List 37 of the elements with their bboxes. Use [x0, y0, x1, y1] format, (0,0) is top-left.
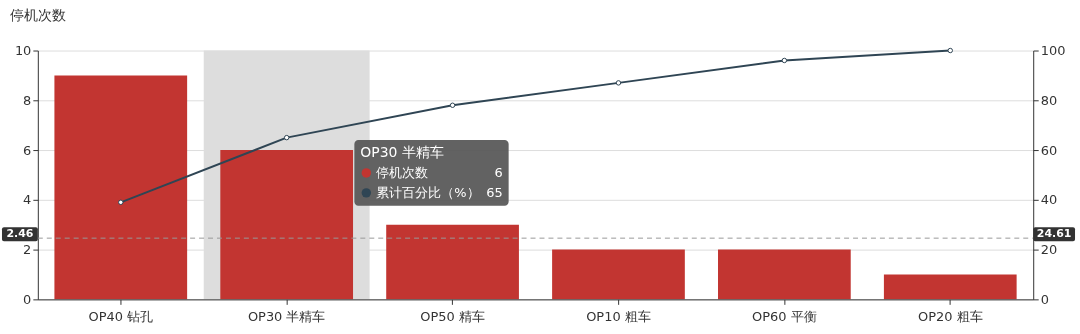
bar	[552, 249, 685, 300]
y-tick-label: 2	[23, 242, 32, 258]
legend-label: 停机次数	[376, 164, 429, 180]
y-tick-label: 10	[14, 43, 32, 58]
bar	[883, 274, 1017, 300]
text: 24.61	[1036, 227, 1072, 241]
y2-tick-label: 20	[1040, 242, 1058, 258]
x-tick-label: OP20 粗车	[917, 308, 983, 324]
bar	[54, 75, 188, 300]
x-tick-label: OP30 半精车	[247, 308, 326, 324]
point	[947, 47, 953, 54]
y-tick-label: 8	[23, 92, 32, 108]
annotation: 65	[486, 184, 503, 200]
legend-label: 累计百分比（%）	[376, 184, 480, 200]
y2-tick-label: 40	[1040, 192, 1058, 208]
y2-tick-label: 60	[1040, 142, 1058, 158]
y-axis-title: 停机次数	[10, 7, 67, 24]
y-tick-label: 6	[23, 142, 32, 158]
point	[283, 134, 290, 141]
point	[449, 102, 456, 108]
y2-tick-label: 100	[1040, 43, 1066, 58]
annotation: 6	[494, 164, 503, 180]
bar	[386, 224, 519, 300]
point	[118, 199, 124, 206]
point	[781, 57, 788, 64]
x-tick-label: OP50 精车	[420, 308, 485, 324]
ref-line-label: 2.46	[6, 227, 34, 241]
point	[615, 80, 622, 86]
y2-tick-label: 0	[1040, 291, 1049, 307]
y-tick-label: 4	[23, 192, 32, 208]
x-tick-label: OP10 粗车	[586, 308, 651, 324]
legend-title: OP30 半精车	[360, 144, 444, 161]
x-tick-label: OP60 平衡	[752, 308, 817, 324]
bar	[718, 249, 851, 300]
y2-tick-label: 80	[1040, 92, 1058, 108]
x-tick-label: OP40 钻孔	[88, 308, 154, 324]
y-tick-label: 0	[23, 291, 32, 307]
